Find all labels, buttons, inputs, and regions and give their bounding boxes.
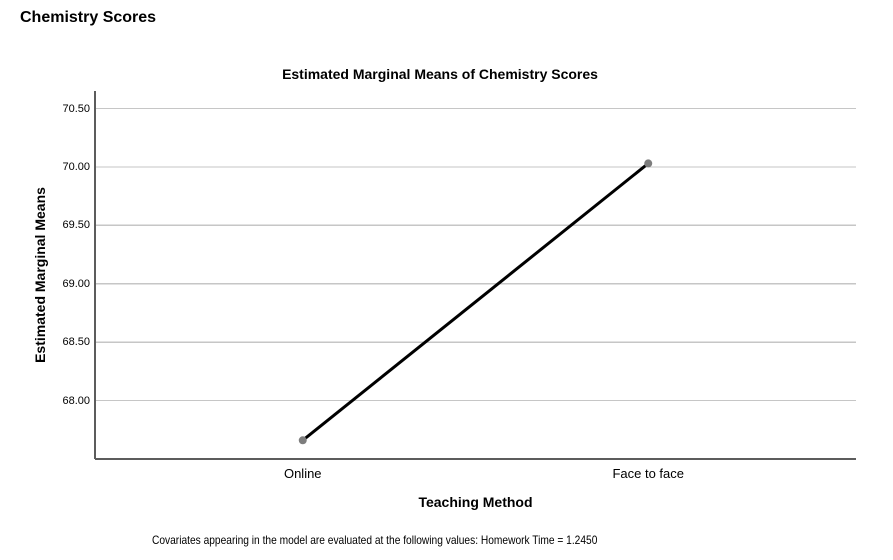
y-axis-title: Estimated Marginal Means (32, 187, 48, 363)
y-tick-label: 68.00 (62, 394, 90, 407)
y-tick-label: 69.00 (62, 277, 90, 290)
x-category-label: Online (283, 466, 322, 481)
y-tick-label: 70.50 (62, 102, 90, 115)
data-point-marker (298, 436, 307, 445)
y-tick-label: 68.50 (62, 336, 90, 349)
covariates-footnote: Covariates appearing in the model are ev… (152, 533, 598, 547)
y-tick-label: 69.50 (62, 219, 90, 232)
emm-line (301, 162, 650, 442)
y-tick-label: 70.00 (62, 160, 90, 173)
data-point-marker (644, 159, 653, 168)
chart-title: Estimated Marginal Means of Chemistry Sc… (282, 66, 598, 82)
output-heading: Chemistry Scores (20, 9, 157, 26)
x-axis-title: Teaching Method (418, 494, 533, 510)
x-category-label: Face to face (612, 466, 685, 481)
